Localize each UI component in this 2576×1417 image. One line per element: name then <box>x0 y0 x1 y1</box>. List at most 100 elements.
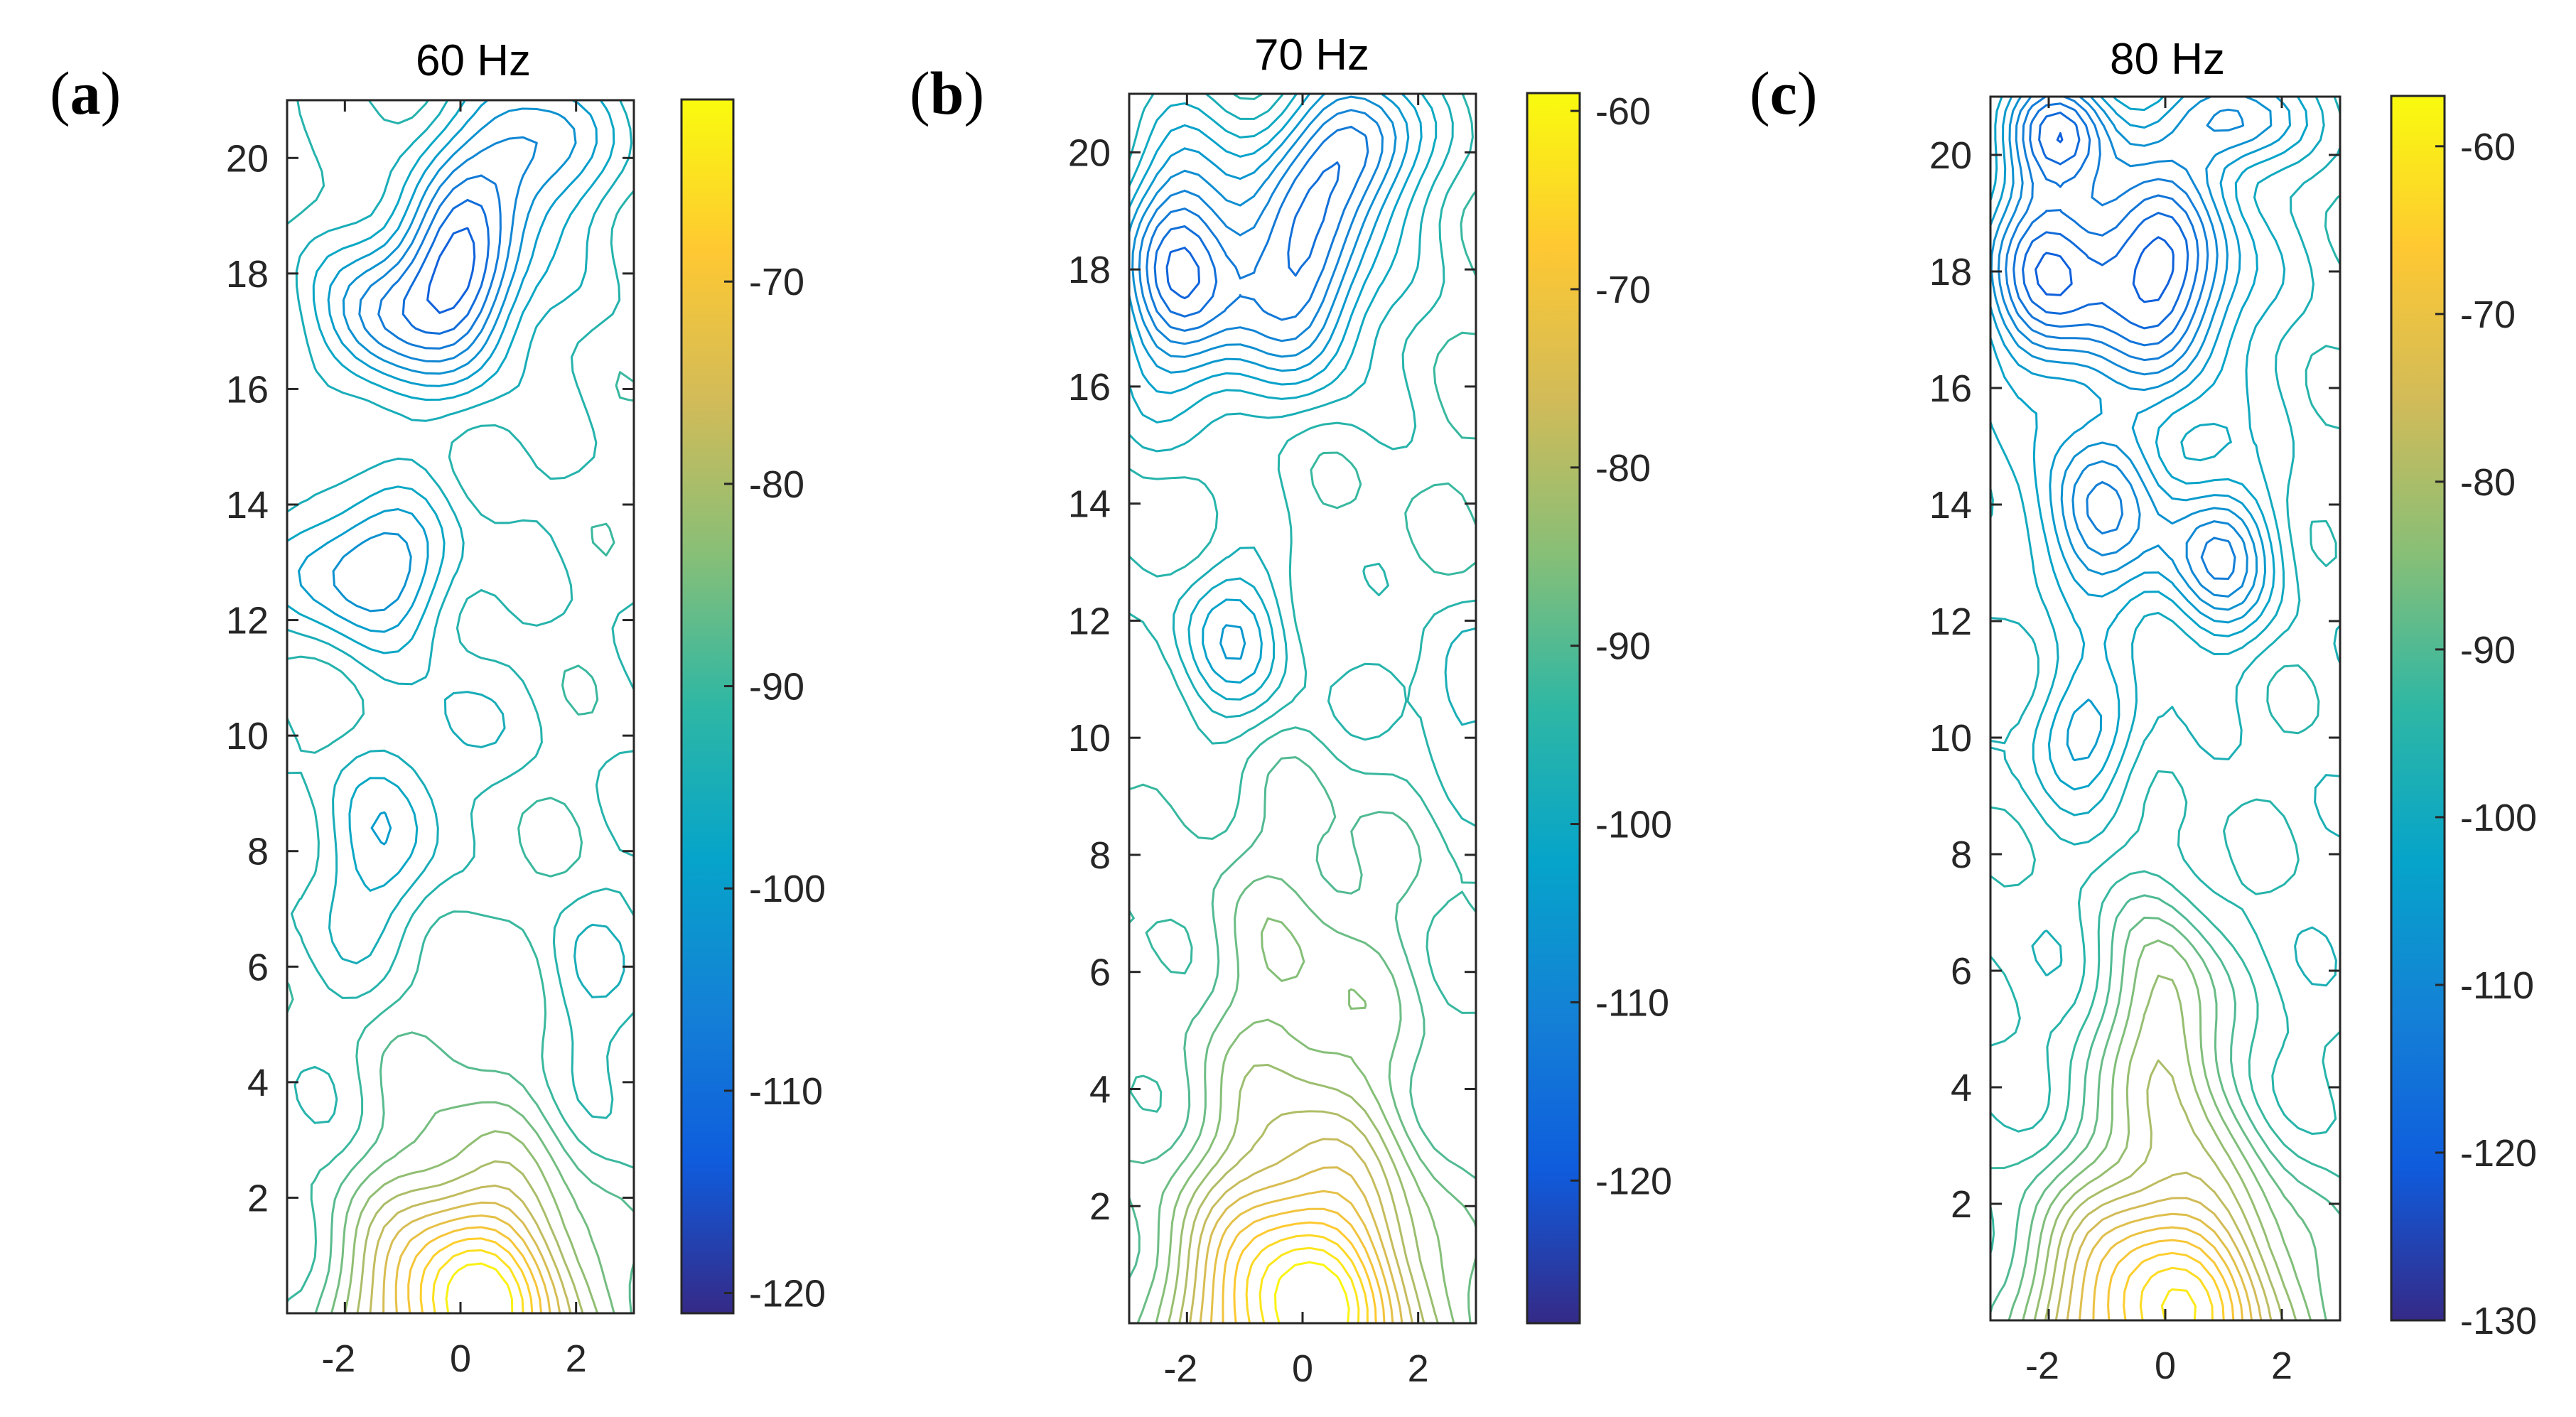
colorbar-tick-label-a--70: -70 <box>749 261 804 303</box>
colorbar-tick-label-a--90: -90 <box>749 666 804 708</box>
x-tick-label-b-0: 0 <box>1292 1347 1313 1390</box>
y-tick-label-b-8: 8 <box>1089 834 1111 877</box>
contour-level-a-12 <box>287 371 634 1303</box>
contour-level-a-21 <box>419 1237 534 1313</box>
contour-level-a-6 <box>358 136 538 363</box>
contour-level-b-24 <box>1233 1221 1377 1323</box>
contour-level-b-19 <box>1178 1110 1426 1323</box>
colorbar-ticks-b: -60 -70 -80 -90 -100 -110 -120 <box>1570 90 1672 1202</box>
y-tick-label-c-6: 6 <box>1951 950 1972 993</box>
panel-b: (b) 70 Hz 2 4 6 8 10 12 14 16 18 20 -2 0 2 -60 -70 -8… <box>910 31 1672 1390</box>
contour-level-c-8 <box>1997 97 2248 598</box>
y-tick-label-a-20: 20 <box>226 137 269 180</box>
colorbar-tick-label-a--120: -120 <box>749 1273 826 1315</box>
colorbar-c <box>2390 95 2446 1322</box>
contour-level-a-18 <box>382 1201 561 1313</box>
x-axis-a: -2 0 2 <box>321 100 587 1380</box>
y-tick-label-a-18: 18 <box>226 253 269 296</box>
contour-level-c-23 <box>2078 1212 2253 1320</box>
contour-level-a-20 <box>407 1226 543 1313</box>
contour-level-a-23 <box>445 1262 514 1313</box>
contour-level-b-8 <box>1131 95 1397 358</box>
contour-level-b-9 <box>1129 94 1410 660</box>
contour-level-c-18 <box>2022 939 2312 1320</box>
contour-level-b-23 <box>1222 1207 1386 1323</box>
contour-level-c-9 <box>1990 97 2273 611</box>
y-tick-label-c-20: 20 <box>1929 134 1972 177</box>
contour-level-a-11 <box>287 100 634 1124</box>
colorbar-tick-label-c--120: -120 <box>2460 1132 2537 1175</box>
y-tick-label-c-2: 2 <box>1951 1183 1972 1226</box>
contour-level-c-21 <box>2054 1171 2273 1320</box>
y-tick-label-b-6: 6 <box>1089 952 1111 994</box>
contour-level-a-15 <box>343 1130 599 1313</box>
contour-level-a-7 <box>332 107 577 613</box>
colorbar-a <box>680 98 735 1315</box>
contour-level-c-13 <box>1990 97 2340 987</box>
contour-level-b-17 <box>1155 917 1455 1323</box>
contour-lines-b <box>1129 94 1476 1323</box>
colorbar-tick-label-b--70: -70 <box>1595 269 1651 311</box>
y-tick-label-a-14: 14 <box>226 484 269 527</box>
x-tick-label-c-2: 2 <box>2271 1345 2292 1387</box>
panel-letter-c: c <box>1770 59 1797 127</box>
y-tick-label-b-4: 4 <box>1089 1068 1111 1111</box>
y-tick-label-a-2: 2 <box>247 1177 269 1219</box>
colorbar-tick-label-a--80: -80 <box>749 463 804 506</box>
colorbar-tick-label-c--80: -80 <box>2460 461 2516 504</box>
contour-level-c-20 <box>2044 1059 2284 1320</box>
y-tick-label-a-12: 12 <box>226 600 269 642</box>
contour-lines-c <box>1990 97 2340 1320</box>
contour-level-b-11 <box>1129 94 1438 701</box>
x-tick-label-b-2: 2 <box>1408 1347 1429 1390</box>
contour-level-c-6 <box>2012 102 2199 347</box>
y-tick-label-b-14: 14 <box>1068 483 1111 526</box>
colorbar-tick-label-a--100: -100 <box>749 868 826 910</box>
contour-level-a-13 <box>314 1031 634 1313</box>
contour-level-b-27 <box>1274 1261 1350 1323</box>
y-tick-label-c-16: 16 <box>1929 367 1972 410</box>
y-tick-label-c-4: 4 <box>1951 1067 1972 1109</box>
plot-title-c: 80 Hz <box>2110 35 2225 84</box>
colorbar-tick-label-b--100: -100 <box>1595 804 1672 846</box>
panel-a: (a) 60 Hz 2 4 6 8 10 12 14 16 18 20 -2 0 2 -70 -80 -9… <box>50 36 826 1380</box>
colorbar-tick-label-b--80: -80 <box>1595 447 1651 490</box>
contour-level-c-11 <box>1990 97 2308 791</box>
y-tick-label-b-2: 2 <box>1089 1185 1111 1228</box>
contour-level-b-13 <box>1129 94 1476 827</box>
y-tick-label-c-14: 14 <box>1929 484 1972 527</box>
contour-level-c-22 <box>2066 1197 2263 1320</box>
x-tick-label-c-0: 0 <box>2155 1345 2176 1387</box>
y-tick-label-c-8: 8 <box>1951 834 1972 876</box>
contour-level-a-4 <box>402 198 490 335</box>
contour-level-b-22 <box>1209 1190 1394 1323</box>
contour-level-a-22 <box>431 1249 524 1313</box>
plot-title-a: 60 Hz <box>416 36 531 85</box>
contour-level-b-25 <box>1245 1234 1369 1323</box>
contour-level-c-5 <box>2022 112 2189 330</box>
contour-level-a-9 <box>287 100 615 892</box>
y-tick-label-c-12: 12 <box>1929 600 1972 643</box>
panel-letter-a: a <box>70 59 101 127</box>
contour-level-c-17 <box>2008 916 2327 1320</box>
y-tick-label-a-16: 16 <box>226 368 269 411</box>
colorbar-tick-label-c--90: -90 <box>2460 629 2516 672</box>
colorbar-tick-label-b--90: -90 <box>1595 625 1651 668</box>
y-tick-label-b-10: 10 <box>1068 717 1111 760</box>
contour-level-a-14 <box>330 1101 615 1313</box>
y-axis-a: 2 4 6 8 10 12 14 16 18 20 <box>226 137 634 1219</box>
panel-c: (c) 80 Hz 2 4 6 8 10 12 14 16 18 20 -2 0 2 -60 -70 -8… <box>1750 35 2537 1387</box>
y-tick-label-c-10: 10 <box>1929 717 1972 760</box>
contour-level-b-12 <box>1129 94 1476 726</box>
colorbar-tick-label-a--110: -110 <box>749 1070 823 1113</box>
y-tick-label-b-12: 12 <box>1068 600 1111 642</box>
x-tick-label-c--2: -2 <box>2025 1345 2059 1387</box>
contour-level-c-10 <box>1990 97 2291 762</box>
y-tick-label-a-6: 6 <box>247 946 269 988</box>
contour-level-b-26 <box>1259 1246 1360 1323</box>
contour-level-c-12 <box>1990 97 2325 817</box>
contour-level-b-10 <box>1129 94 1423 684</box>
contour-level-b-20 <box>1189 1138 1413 1323</box>
contour-level-a-8 <box>298 100 598 846</box>
